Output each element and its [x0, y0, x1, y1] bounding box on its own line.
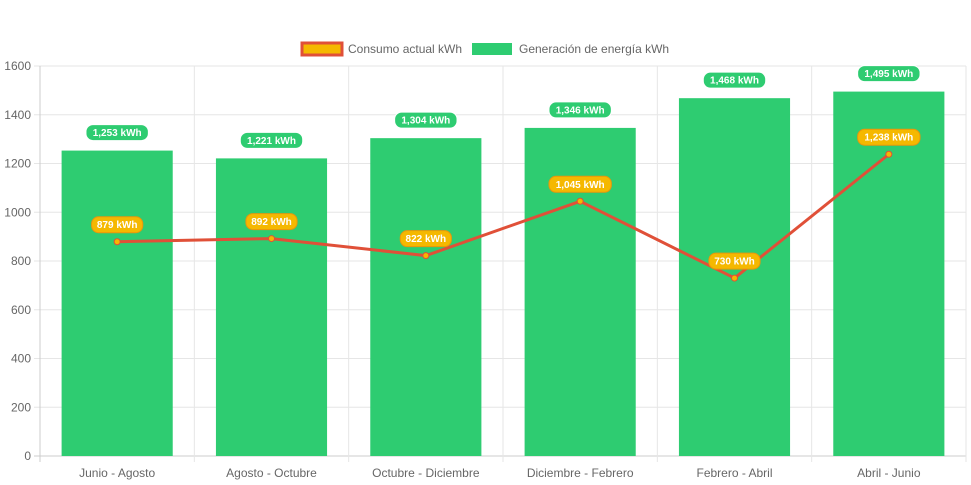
- legend-label-consumo: Consumo actual kWh: [348, 42, 462, 56]
- generation-data-label-bg: [548, 101, 612, 119]
- consumption-point: [731, 274, 738, 282]
- generation-bar: [61, 150, 173, 457]
- consumption-data-label: 730 kWh: [708, 252, 761, 270]
- y-tick-label: 200: [11, 400, 31, 414]
- y-tick-label: 1200: [4, 157, 31, 171]
- x-tick-label: Abril - Junio: [857, 466, 921, 480]
- generation-data-label-bg: [857, 65, 921, 83]
- generation-bar: [215, 158, 328, 456]
- consumption-point: [885, 150, 893, 158]
- generation-data-label: 1,346 kWh: [548, 101, 612, 119]
- generation-data-label: 1,253 kWh: [85, 124, 149, 142]
- generation-bar: [833, 91, 945, 456]
- generation-data-label-text: 1,346 kWh: [556, 105, 605, 116]
- consumption-data-label: 822 kWh: [399, 230, 452, 248]
- x-tick-label: Junio - Agosto: [79, 466, 155, 480]
- generation-data-label-bg: [702, 71, 767, 89]
- consumption-data-label: 1,238 kWh: [857, 128, 921, 146]
- axis-layer: 0 200 400 600 800 1000 1200 1400 1600 Junio - Ago…: [4, 59, 921, 480]
- consumption-data-label-bg: [708, 252, 761, 270]
- line-layer: [113, 150, 893, 282]
- consumption-point: [576, 197, 584, 205]
- consumption-data-label-bg: [91, 216, 144, 234]
- y-tick-label: 600: [11, 303, 31, 317]
- legend-swatch-generacion: [472, 43, 512, 55]
- consumption-line: [117, 153, 890, 280]
- consumption-data-label-bg: [857, 128, 921, 146]
- generation-data-label-text: 1,221 kWh: [247, 136, 296, 147]
- y-tick-label: 1000: [4, 205, 31, 219]
- generation-data-label-text: 1,495 kWh: [864, 69, 913, 80]
- generation-data-label: 1,304 kWh: [394, 111, 458, 129]
- generation-data-label: 1,468 kWh: [702, 71, 767, 89]
- consumption-data-label-bg: [399, 230, 452, 248]
- consumption-data-label-text: 879 kWh: [97, 220, 138, 231]
- consumption-data-label: 892 kWh: [245, 213, 298, 231]
- consumption-point: [422, 252, 430, 260]
- x-tick-label: Diciembre - Febrero: [527, 466, 634, 480]
- legend: Consumo actual kWh Generación de energía…: [300, 41, 669, 57]
- generation-bar: [370, 138, 482, 456]
- legend-item-consumo[interactable]: Consumo actual kWh: [300, 41, 462, 57]
- generation-data-label-bg: [239, 131, 304, 149]
- y-tick-label: 0: [24, 449, 31, 463]
- consumption-data-label-text: 822 kWh: [406, 234, 447, 245]
- consumption-data-label-bg: [245, 213, 298, 231]
- generation-data-label-text: 1,304 kWh: [401, 116, 450, 127]
- label-layer: 1,253 kWh 1,221 kWh 1,304 kWh 1,346 kWh 1,46…: [85, 65, 921, 270]
- legend-label-generacion: Generación de energía kWh: [519, 42, 669, 56]
- consumption-data-label-text: 1,045 kWh: [556, 180, 605, 191]
- x-tick-label: Febrero - Abril: [696, 466, 772, 480]
- generation-data-label-bg: [85, 124, 149, 142]
- consumption-point: [268, 235, 275, 243]
- y-tick-label: 1400: [4, 108, 31, 122]
- generation-data-label: 1,221 kWh: [239, 131, 304, 149]
- bar-layer: [61, 91, 945, 457]
- generation-data-label-bg: [394, 111, 458, 129]
- consumption-data-label-text: 730 kWh: [714, 257, 755, 268]
- consumption-data-label-bg: [548, 175, 612, 193]
- generation-data-label-text: 1,468 kWh: [710, 76, 759, 87]
- x-tick-label: Octubre - Diciembre: [372, 466, 480, 480]
- legend-item-generacion[interactable]: Generación de energía kWh: [472, 42, 669, 56]
- generation-data-label: 1,495 kWh: [857, 65, 921, 83]
- grid-layer: [34, 65, 967, 462]
- y-tick-label: 400: [11, 352, 31, 366]
- consumption-point: [113, 238, 121, 246]
- consumption-data-label-text: 1,238 kWh: [864, 133, 913, 144]
- x-tick-label: Agosto - Octubre: [226, 466, 317, 480]
- y-tick-label: 1600: [4, 59, 31, 73]
- legend-swatch-consumo: [300, 41, 344, 57]
- generation-data-label-text: 1,253 kWh: [93, 128, 142, 139]
- consumption-data-label: 879 kWh: [91, 216, 144, 234]
- consumption-data-label: 1,045 kWh: [548, 175, 612, 193]
- consumption-data-label-text: 892 kWh: [251, 217, 292, 228]
- y-tick-label: 800: [11, 254, 31, 268]
